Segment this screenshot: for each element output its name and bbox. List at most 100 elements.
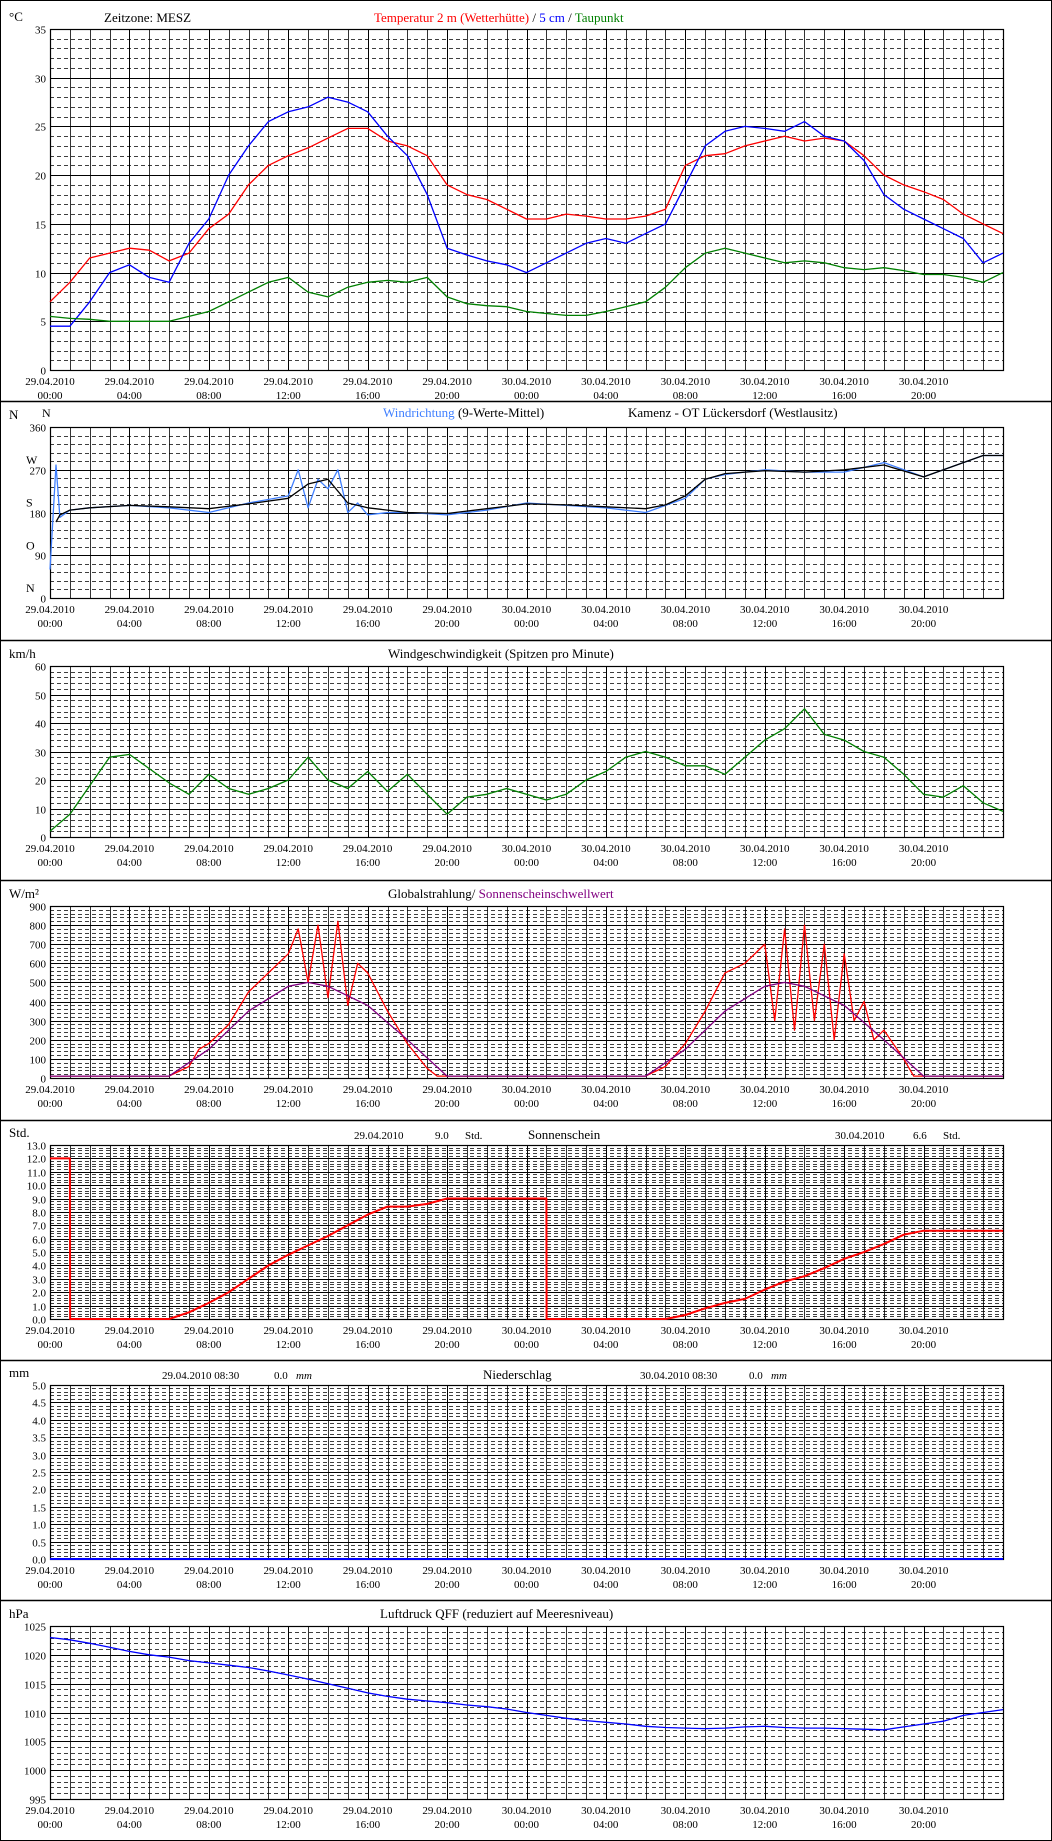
x-tick-date: 30.04.2010	[581, 1805, 631, 1817]
y-tick-label: 7.0	[32, 1221, 46, 1233]
x-tick-date: 29.04.2010	[105, 1805, 155, 1817]
x-tick-time: 16:00	[355, 857, 381, 869]
x-tick-date: 29.04.2010	[343, 1325, 393, 1337]
x-tick-date: 30.04.2010	[581, 376, 631, 388]
x-tick-time: 16:00	[832, 1819, 858, 1831]
x-tick-date: 29.04.2010	[25, 1325, 75, 1337]
x-tick-date: 30.04.2010	[502, 1084, 552, 1096]
x-tick-time: 20:00	[911, 1819, 937, 1831]
x-tick-date: 30.04.2010	[661, 604, 711, 616]
y-tick-label: 90	[35, 551, 47, 563]
x-tick-time: 08:00	[673, 618, 699, 630]
x-tick-time: 04:00	[117, 857, 143, 869]
x-tick-date: 29.04.2010	[422, 1084, 472, 1096]
x-tick-time: 04:00	[117, 1098, 143, 1110]
x-tick-time: 16:00	[355, 1339, 381, 1351]
x-tick-date: 30.04.2010	[740, 843, 790, 855]
y-tick-label: 995	[30, 1795, 47, 1807]
y-tick-label: 50	[35, 691, 47, 703]
y-tick-label: 60	[35, 662, 47, 674]
y-tick-label: 0	[41, 594, 47, 606]
y-tick-label: 3.5	[32, 1433, 46, 1445]
chart-header: Luftdruck QFF (reduziert auf Meeresnivea…	[380, 1606, 613, 1621]
x-tick-time: 04:00	[593, 1579, 619, 1591]
y-tick-label: 5.0	[32, 1248, 46, 1260]
y-tick-label: 4.0	[32, 1261, 46, 1273]
x-tick-date: 29.04.2010	[105, 604, 155, 616]
y-tick-label: 30	[35, 74, 47, 86]
chart-header: Windgeschwindigkeit (Spitzen pro Minute)	[388, 646, 614, 661]
y-tick-label: 360	[30, 423, 47, 435]
x-tick-date: 30.04.2010	[661, 1805, 711, 1817]
x-tick-time: 08:00	[196, 618, 222, 630]
x-tick-time: 00:00	[514, 1098, 540, 1110]
y-tick-label: 700	[30, 940, 47, 952]
x-tick-time: 08:00	[673, 857, 699, 869]
x-tick-time: 00:00	[37, 1339, 63, 1351]
x-tick-date: 30.04.2010	[740, 1805, 790, 1817]
x-tick-time: 12:00	[276, 1098, 302, 1110]
x-tick-time: 20:00	[911, 1098, 937, 1110]
x-tick-time: 16:00	[832, 1579, 858, 1591]
x-tick-date: 30.04.2010	[899, 604, 949, 616]
y-tick-label: 0.0	[32, 1555, 46, 1567]
x-tick-date: 29.04.2010	[184, 1325, 234, 1337]
y-tick-label: 12.0	[27, 1154, 47, 1166]
y-tick-label: 2.5	[32, 1468, 46, 1480]
x-tick-date: 30.04.2010	[740, 1325, 790, 1337]
plot-border	[49, 28, 1005, 372]
day2-unit: mm	[771, 1370, 787, 1382]
x-tick-time: 08:00	[673, 1579, 699, 1591]
x-tick-date: 29.04.2010	[184, 1084, 234, 1096]
x-tick-time: 00:00	[37, 1098, 63, 1110]
day2-unit: Std.	[943, 1130, 961, 1142]
x-tick-date: 29.04.2010	[422, 1565, 472, 1577]
x-tick-date: 30.04.2010	[581, 604, 631, 616]
x-tick-time: 08:00	[673, 1098, 699, 1110]
x-tick-date: 30.04.2010	[819, 604, 869, 616]
header-part: Temperatur 2 m (Wetterhütte)	[374, 10, 529, 25]
x-tick-time: 08:00	[196, 1098, 222, 1110]
chart-header: Sonnenschein	[528, 1127, 601, 1142]
y-tick-label: 200	[30, 1036, 47, 1048]
y-tick-label: 25	[35, 122, 47, 134]
x-tick-date: 30.04.2010	[740, 1565, 790, 1577]
y-tick-label: 600	[30, 959, 47, 971]
day2-date: 30.04.2010	[835, 1130, 885, 1142]
direction-label: S	[26, 496, 33, 510]
x-tick-date: 30.04.2010	[819, 1805, 869, 1817]
x-tick-date: 30.04.2010	[740, 604, 790, 616]
x-tick-time: 04:00	[117, 1339, 143, 1351]
x-tick-date: 29.04.2010	[105, 843, 155, 855]
x-tick-date: 30.04.2010	[740, 1084, 790, 1096]
x-tick-date: 30.04.2010	[740, 376, 790, 388]
series-line-1	[50, 1157, 1003, 1320]
day2-date: 30.04.2010 08:30	[640, 1370, 718, 1382]
x-tick-time: 12:00	[752, 1819, 778, 1831]
y-tick-label: 400	[30, 998, 47, 1010]
y-tick-label: 5.0	[32, 1381, 46, 1393]
day1-unit: Std.	[465, 1130, 483, 1142]
x-tick-time: 00:00	[37, 1819, 63, 1831]
x-tick-time: 16:00	[832, 1098, 858, 1110]
x-tick-date: 30.04.2010	[661, 1565, 711, 1577]
x-tick-time: 16:00	[832, 390, 858, 402]
x-tick-date: 29.04.2010	[343, 1565, 393, 1577]
x-tick-time: 04:00	[117, 1819, 143, 1831]
x-tick-time: 04:00	[593, 857, 619, 869]
plot-border	[49, 426, 1005, 600]
y-tick-label: 0	[41, 1074, 47, 1086]
y-tick-label: 30	[35, 748, 47, 760]
x-tick-date: 29.04.2010	[422, 376, 472, 388]
x-tick-time: 20:00	[435, 1098, 461, 1110]
x-tick-time: 04:00	[117, 390, 143, 402]
x-tick-time: 20:00	[435, 390, 461, 402]
x-tick-time: 00:00	[514, 390, 540, 402]
x-tick-date: 29.04.2010	[105, 376, 155, 388]
y-tick-label: 1.0	[32, 1520, 46, 1532]
x-tick-time: 20:00	[911, 1579, 937, 1591]
x-tick-date: 29.04.2010	[184, 843, 234, 855]
x-tick-date: 30.04.2010	[899, 376, 949, 388]
x-tick-date: 29.04.2010	[184, 1565, 234, 1577]
